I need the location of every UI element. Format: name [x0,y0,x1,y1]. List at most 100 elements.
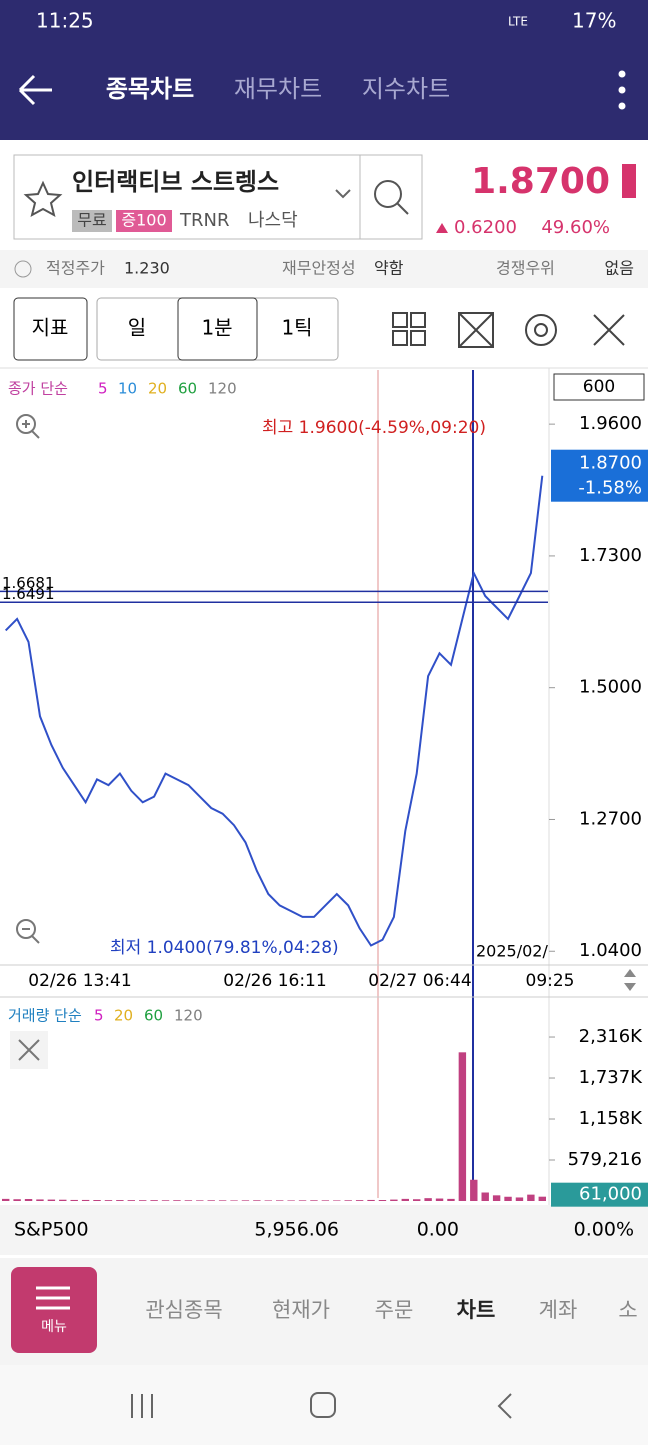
network: LTE [508,15,528,29]
volume-bar [287,1200,295,1201]
button-label[interactable]: 1틱 [281,316,312,340]
volume-bar [104,1200,113,1201]
more-menu[interactable] [618,70,626,110]
close-icon [18,1039,40,1061]
index-value: 5,956.06 [254,1219,339,1241]
nav-item[interactable]: 주문 [375,1298,414,1322]
volume-bar [116,1200,124,1201]
volume-bar [24,1199,33,1201]
tab[interactable]: 재무차트 [234,75,322,103]
volume-bar [93,1200,101,1201]
system-nav [0,1365,648,1445]
info-value: 약함 [374,259,404,278]
home[interactable] [310,1392,336,1418]
y-tick-label: 1,158K [579,1108,644,1129]
legend-title: 거래량 단순 [8,1007,82,1025]
price-bar [622,164,636,198]
current-tag [551,1182,648,1207]
search-icon [396,202,409,215]
volume-bar [424,1198,432,1201]
nav-item[interactable]: 관심종목 [145,1298,222,1322]
volume-bar [36,1199,44,1201]
volume-bar [184,1200,193,1201]
search-icon [374,180,402,208]
legend-title: 종가 단순 [8,380,68,398]
button-label[interactable]: 일 [128,316,146,340]
legend-item: 20 [148,380,167,398]
scroll-arrows[interactable] [624,969,636,991]
current-price: 1.8700 [579,453,642,474]
x-label: 02/26 13:41 [28,971,131,991]
y-tick-label: 579,216 [568,1149,642,1170]
count-box[interactable] [553,373,645,401]
zoom-out[interactable] [16,919,40,944]
volume-bar [515,1197,524,1201]
time: 11:25 [36,9,94,33]
volume-bar [298,1200,307,1201]
nav-item[interactable]: 소 [618,1298,637,1322]
back[interactable] [497,1393,512,1419]
x-label: 02/27 06:44 [368,971,471,991]
volume-bar [378,1200,387,1201]
info-label: 경쟁우위 [496,259,555,278]
y-tick-label: 1.5000 [579,677,642,698]
search-button[interactable] [359,154,423,240]
change: 0.6200 [454,217,517,238]
nav-item-active[interactable]: 차트 [457,1298,496,1322]
menu-button[interactable] [11,1267,97,1353]
help-icon[interactable] [14,260,32,278]
menu-icon [36,1286,70,1310]
volume-bar [241,1200,250,1201]
low-note: 최저 1.0400(79.81%,04:28) [110,938,339,958]
y-tick-label: 1.7300 [579,545,642,566]
volume-bar [139,1200,147,1201]
volume-bar [321,1200,330,1201]
index-name: S&P500 [14,1219,89,1241]
toolbar-icons[interactable] [392,312,625,348]
market: 나스닥 [248,210,298,231]
volume-bar [413,1199,421,1201]
volume-bar [367,1199,375,1201]
tag: 무료 [77,211,106,230]
nav-item[interactable]: 계좌 [539,1298,578,1322]
tab-active[interactable]: 종목차트 [106,75,194,103]
zoom-in[interactable] [16,414,40,439]
index-change-pct: 0.00% [574,1219,634,1241]
volume-bar [81,1199,90,1201]
nav-item[interactable]: 현재가 [272,1298,330,1322]
volume-bar [504,1196,512,1201]
legend-item: 60 [178,380,197,398]
volume-bar [355,1200,364,1201]
info-value: 1.230 [124,259,170,278]
indicator-button[interactable] [13,297,88,361]
legend-item: 20 [114,1007,133,1025]
volume-bar [70,1199,78,1201]
y-tick-label: 2,316K [579,1026,644,1047]
info-label: 재무안정성 [282,259,356,278]
back-button[interactable] [18,74,52,106]
stock-name: 인터랙티브 스트렝스 [72,168,279,196]
period-active[interactable] [177,297,258,361]
dropdown[interactable] [335,189,351,199]
price: 1.8700 [471,161,610,202]
index-change: 0.00 [417,1219,459,1241]
info-bg [0,250,648,288]
button-label: 지표 [32,316,69,340]
volume-bar [310,1200,318,1201]
legend-item: 5 [94,1007,104,1025]
up-arrow [436,223,448,233]
tag-bg [72,210,112,232]
tag-bg [116,210,172,232]
current-volume: 61,000 [579,1184,642,1205]
recent-apps[interactable] [131,1394,153,1418]
legend-item: 120 [208,380,237,398]
button-label: 1분 [201,316,232,340]
star[interactable] [23,180,63,217]
volume-bar [458,1052,467,1201]
legend-item: 10 [118,380,137,398]
tab[interactable]: 지수차트 [362,75,450,103]
volume-bar [218,1200,227,1201]
header-bg [0,0,648,140]
